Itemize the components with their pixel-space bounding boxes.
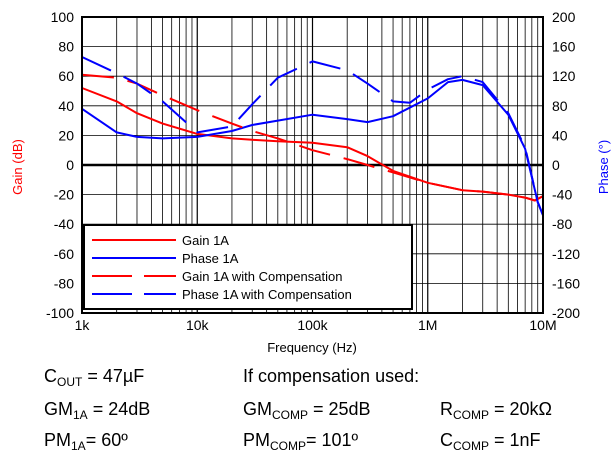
- legend-label: Phase 1A with Compensation: [182, 287, 352, 302]
- y-right-tick-label: 160: [552, 39, 576, 55]
- y-left-tick-label: 0: [66, 157, 74, 173]
- y-left-tick-label: 20: [58, 127, 74, 143]
- x-axis-label: Frequency (Hz): [267, 340, 357, 355]
- x-tick-label: 1k: [75, 317, 91, 333]
- y-right-axis-label: Phase (°): [596, 140, 611, 194]
- pm-1a-value: PM1A= 60º: [44, 430, 128, 453]
- x-tick-label: 100k: [297, 317, 328, 333]
- cout-value: COUT = 47µF: [44, 366, 145, 389]
- y-right-tick-label: -40: [552, 187, 572, 203]
- tick-labels: 1k 10k 100k 1M 10M-100-80-60-40-200204060801…: [46, 9, 580, 333]
- y-left-tick-label: -40: [54, 216, 74, 232]
- bode-plot: 1k 10k 100k 1M 10M-100-80-60-40-200204060801…: [10, 9, 611, 355]
- y-right-tick-label: -160: [552, 275, 580, 291]
- series-line: [81, 56, 544, 216]
- gm-1a-value: GM1A = 24dB: [44, 399, 151, 422]
- gm-comp-value: GMCOMP = 25dB: [243, 399, 371, 422]
- y-left-tick-label: -60: [54, 246, 74, 262]
- y-right-tick-label: -80: [552, 216, 572, 232]
- c-comp-value: CCOMP = 1nF: [440, 430, 541, 453]
- series-line: [81, 78, 544, 216]
- x-tick-label: 1M: [418, 317, 437, 333]
- legend: Gain 1A Phase 1A Gain 1A with Compensation…: [83, 224, 413, 310]
- legend-label: Gain 1A with Compensation: [182, 269, 342, 284]
- legend-label: Gain 1A: [182, 233, 229, 248]
- y-left-tick-label: -20: [54, 187, 74, 203]
- series-lines: [81, 56, 544, 216]
- y-left-tick-label: -100: [46, 305, 74, 321]
- y-left-tick-label: 80: [58, 39, 74, 55]
- y-left-tick-label: 100: [51, 9, 75, 25]
- y-left-tick-label: 60: [58, 68, 74, 84]
- y-right-tick-label: -200: [552, 305, 580, 321]
- compensation-heading: If compensation used:: [243, 366, 420, 386]
- legend-label: Phase 1A: [182, 251, 239, 266]
- y-left-tick-label: -80: [54, 275, 74, 291]
- plot-frame: [81, 16, 544, 314]
- y-right-tick-label: 120: [552, 68, 576, 84]
- x-tick-label: 10M: [529, 317, 556, 333]
- y-left-tick-label: 40: [58, 98, 74, 114]
- r-comp-value: RCOMP = 20kΩ: [440, 399, 552, 422]
- y-right-tick-label: 80: [552, 98, 568, 114]
- y-left-axis-label: Gain (dB): [10, 139, 25, 195]
- y-right-tick-label: 40: [552, 127, 568, 143]
- x-tick-label: 10k: [186, 317, 210, 333]
- y-right-tick-label: -120: [552, 246, 580, 262]
- series-line: [81, 73, 544, 202]
- y-right-tick-label: 0: [552, 157, 560, 173]
- pm-comp-value: PMCOMP= 101º: [243, 430, 359, 453]
- y-right-tick-label: 200: [552, 9, 576, 25]
